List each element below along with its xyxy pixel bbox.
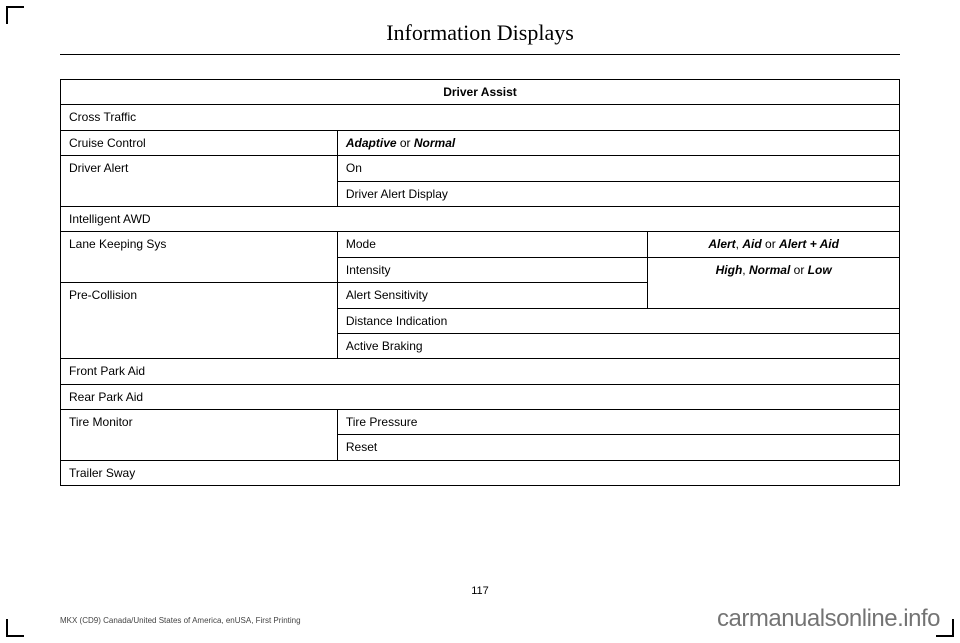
table-header: Driver Assist [61, 80, 900, 105]
row-tire-pressure: Tire Pressure [337, 410, 899, 435]
row-intelligent-awd: Intelligent AWD [61, 206, 900, 231]
text-or: or [762, 237, 779, 251]
row-lane-keeping-mode-options: Alert, Aid or Alert + Aid [648, 232, 900, 257]
sep: , [742, 263, 749, 277]
row-pre-collision-active-braking: Active Braking [337, 333, 899, 358]
row-pre-collision-alert-sens: Alert Sensitivity [337, 283, 647, 308]
text-normal: Normal [414, 136, 455, 150]
driver-assist-table: Driver Assist Cross Traffic Cruise Contr… [60, 79, 900, 486]
row-cross-traffic: Cross Traffic [61, 105, 900, 130]
row-tire-reset: Reset [337, 435, 899, 460]
watermark: carmanualsonline.info [717, 605, 940, 633]
text-or: or [790, 263, 807, 277]
row-cruise-control-label: Cruise Control [61, 130, 338, 155]
opt-low: Low [808, 263, 832, 277]
row-driver-alert-display: Driver Alert Display [337, 181, 899, 206]
row-pre-collision-distance: Distance Indication [337, 308, 899, 333]
row-cruise-control-value: Adaptive or Normal [337, 130, 899, 155]
row-tire-monitor-label: Tire Monitor [61, 410, 338, 461]
row-trailer-sway: Trailer Sway [61, 460, 900, 485]
opt-alert: Alert [708, 237, 735, 251]
text-or: or [397, 136, 414, 150]
page-container: Information Displays Driver Assist Cross… [0, 0, 960, 643]
row-driver-alert-label: Driver Alert [61, 156, 338, 207]
row-rear-park-aid: Rear Park Aid [61, 384, 900, 409]
row-driver-alert-on: On [337, 156, 899, 181]
row-lane-keeping-label: Lane Keeping Sys [61, 232, 338, 283]
text-adaptive: Adaptive [346, 136, 397, 150]
page-number: 117 [0, 585, 960, 597]
row-lane-keeping-intensity-label: Intensity [337, 257, 647, 282]
row-intensity-options: High, Normal or Low [648, 257, 900, 308]
row-lane-keeping-mode-label: Mode [337, 232, 647, 257]
opt-normal: Normal [749, 263, 790, 277]
row-pre-collision-label: Pre-Collision [61, 283, 338, 359]
opt-high: High [716, 263, 743, 277]
footer-note: MKX (CD9) Canada/United States of Americ… [60, 616, 301, 625]
opt-aid: Aid [742, 237, 761, 251]
opt-alert-aid: Alert + Aid [779, 237, 839, 251]
row-front-park-aid: Front Park Aid [61, 359, 900, 384]
page-title: Information Displays [60, 20, 900, 55]
